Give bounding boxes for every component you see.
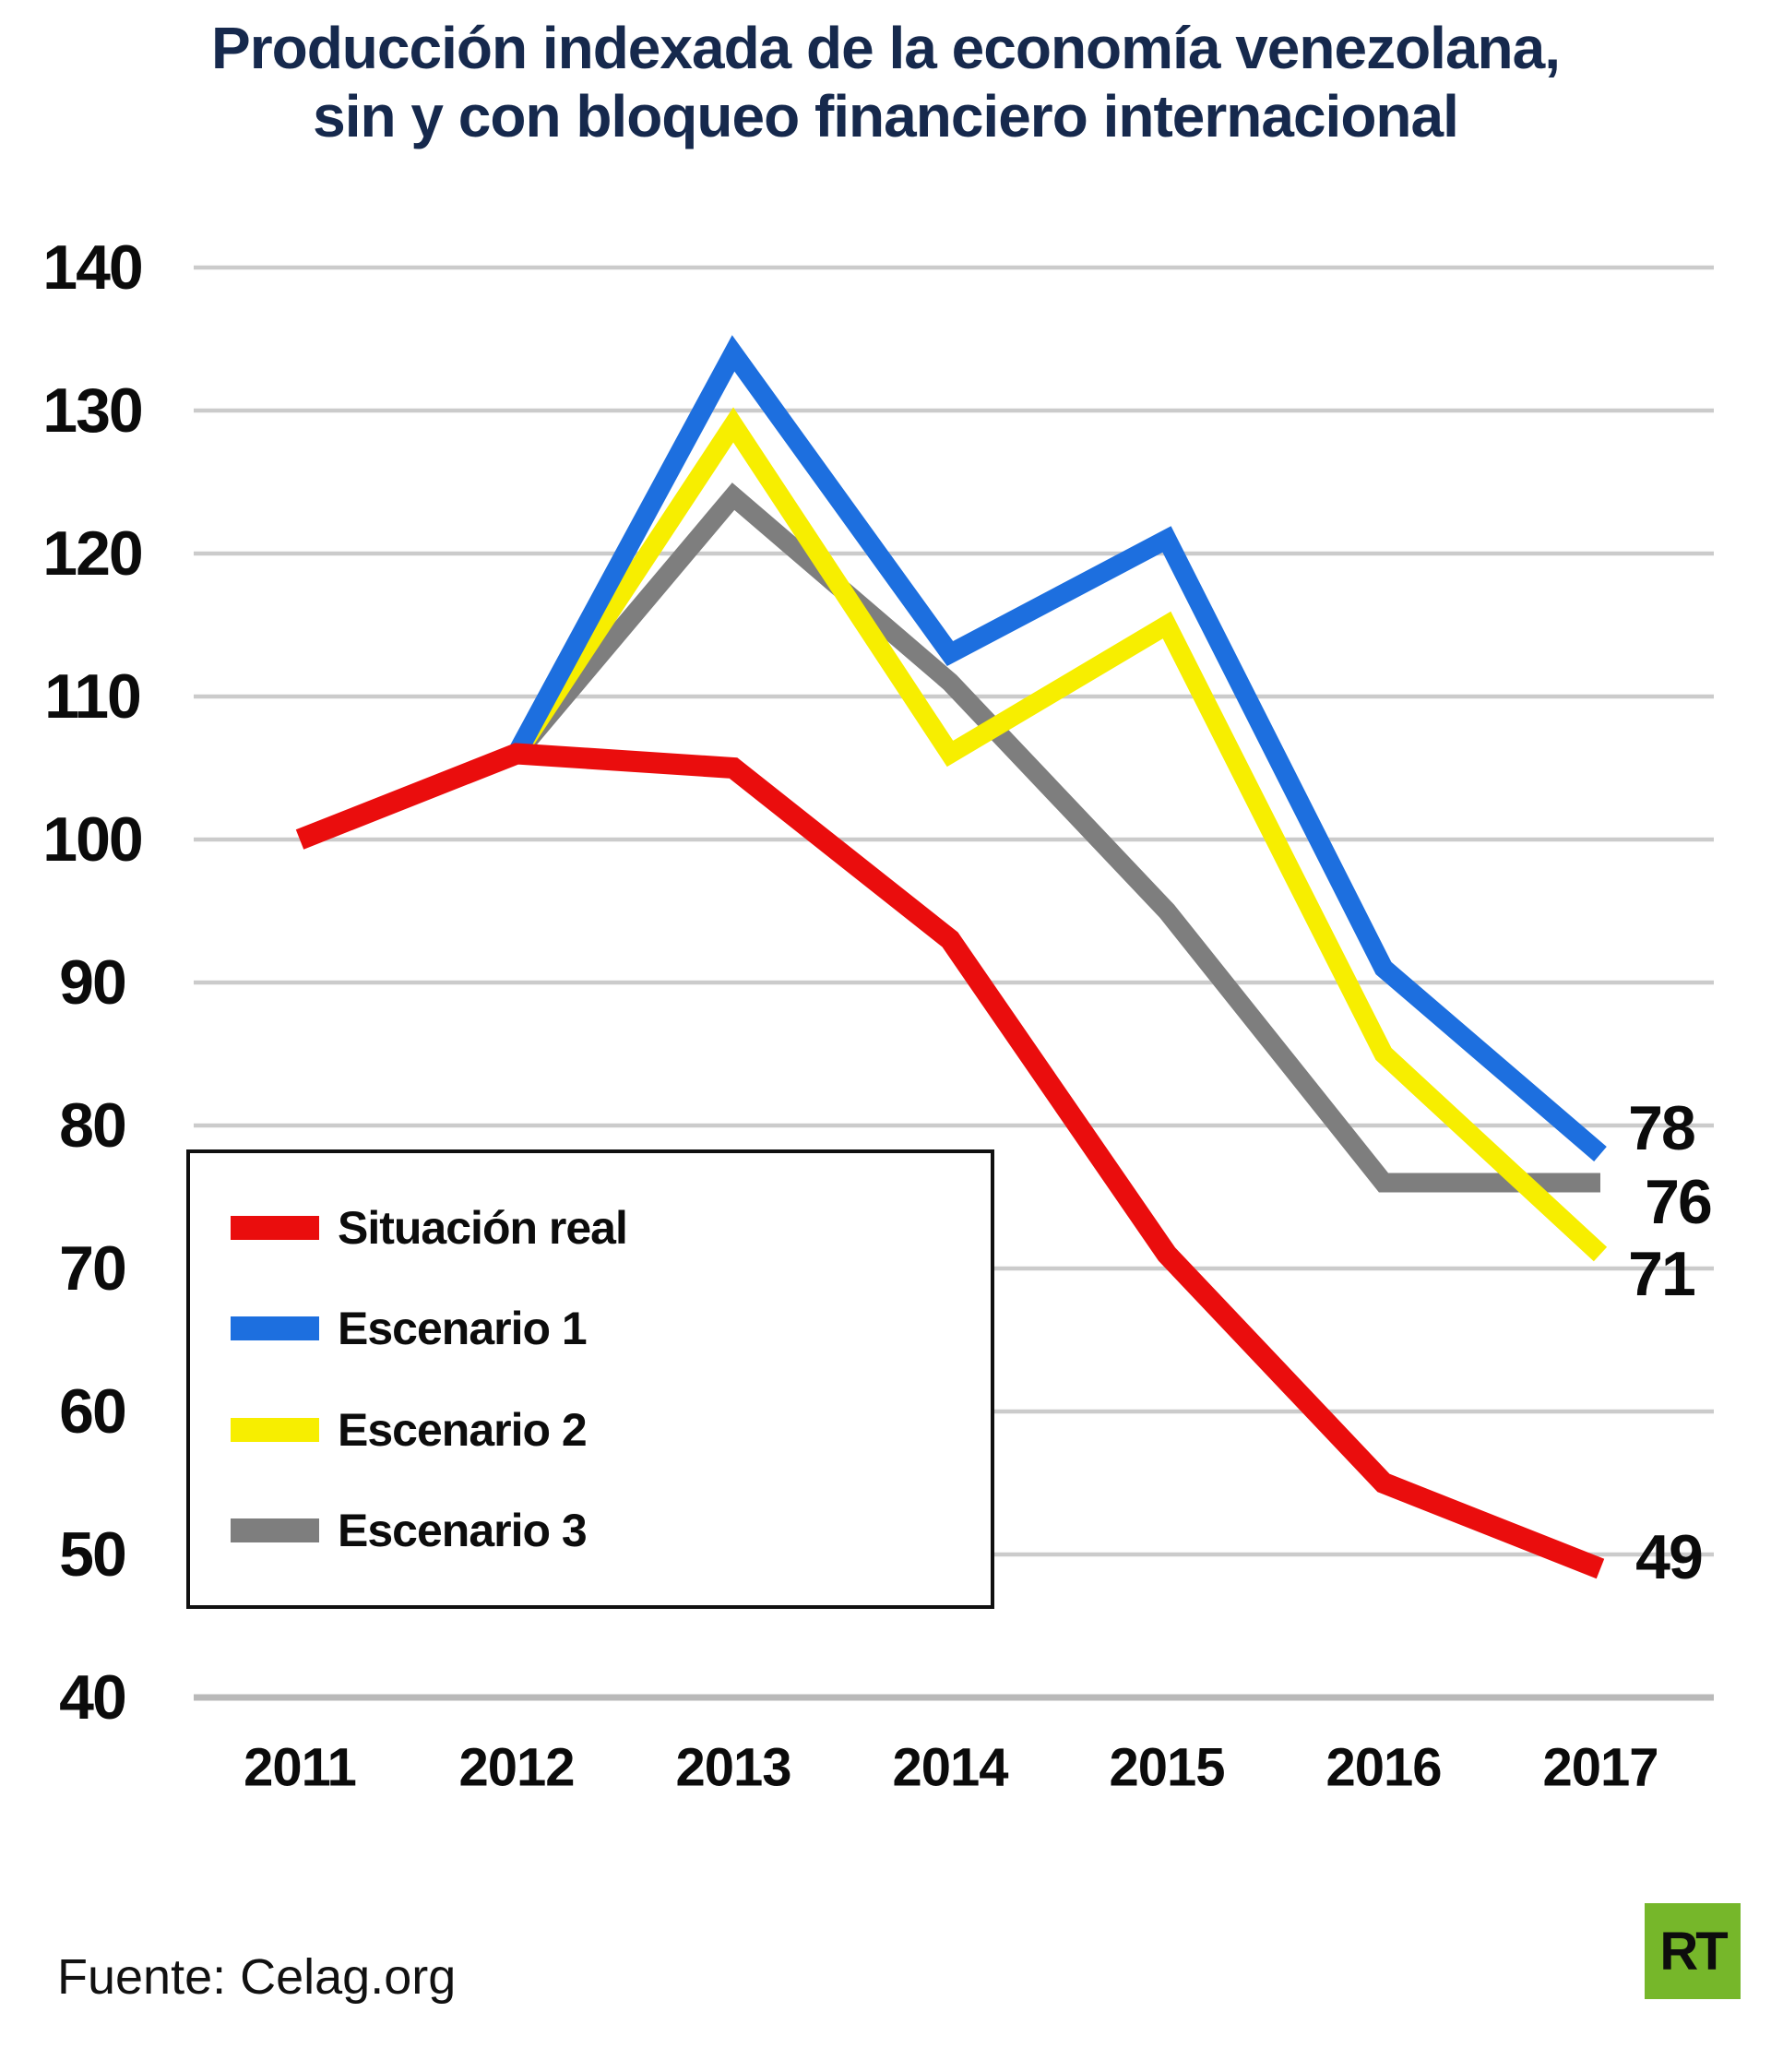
series-line-escenario-3 (508, 482, 1600, 1193)
rt-logo: RT (1645, 1903, 1741, 1999)
legend-item-escenario-2: Escenario 2 (231, 1403, 981, 1457)
y-tick-label-50: 50 (59, 1519, 127, 1590)
x-tick-label-2012: 2012 (458, 1737, 575, 1798)
legend-swatch-escenario-3 (231, 1518, 319, 1543)
x-tick-label-2017: 2017 (1542, 1737, 1658, 1798)
y-tick-label-120: 120 (42, 518, 143, 589)
series-line-escenario-2 (508, 407, 1608, 1262)
series-line-escenario-1 (507, 335, 1607, 1161)
rt-logo-text: RT (1659, 1921, 1728, 1982)
source-note: Fuente: Celag.org (57, 1949, 457, 2005)
end-label-situacion-real: 49 (1635, 1521, 1704, 1592)
y-tick-label-130: 130 (42, 375, 143, 446)
page-title-line1: Producción indexada de la economía venez… (211, 15, 1561, 81)
legend-item-escenario-3: Escenario 3 (231, 1504, 981, 1557)
legend-label-escenario-1: Escenario 1 (338, 1303, 588, 1355)
legend-label-escenario-2: Escenario 2 (338, 1403, 588, 1456)
y-tick-label-70: 70 (59, 1233, 127, 1304)
legend-item-escenario-1: Escenario 1 (231, 1302, 981, 1355)
x-tick-label-2014: 2014 (892, 1737, 1008, 1798)
legend-swatch-escenario-2 (231, 1417, 319, 1442)
y-tick-label-40: 40 (59, 1662, 127, 1733)
x-tick-label-2015: 2015 (1109, 1737, 1225, 1798)
x-tick-label-2011: 2011 (244, 1737, 357, 1798)
x-tick-label-2013: 2013 (675, 1737, 791, 1798)
y-tick-label-60: 60 (59, 1376, 127, 1447)
end-label-escenario-2: 71 (1628, 1238, 1696, 1309)
legend-label-escenario-3: Escenario 3 (338, 1505, 588, 1557)
end-label-escenario-3: 76 (1645, 1167, 1713, 1237)
legend-label-situacion-real: Situación real (338, 1201, 628, 1254)
legend-swatch-situacion-real (231, 1215, 319, 1240)
legend-swatch-escenario-1 (231, 1316, 319, 1341)
series-line-situacion-real (295, 743, 1605, 1579)
x-tick-label-2016: 2016 (1325, 1737, 1442, 1798)
legend-item-situacion-real: Situación real (231, 1201, 981, 1255)
end-label-escenario-1: 78 (1628, 1093, 1696, 1163)
page-title: Producción indexada de la economía venez… (0, 15, 1771, 150)
y-tick-label-90: 90 (59, 947, 127, 1018)
page-title-line2: sin y con bloqueo financiero internacion… (313, 82, 1459, 149)
y-tick-label-110: 110 (44, 661, 142, 732)
y-tick-label-80: 80 (59, 1090, 127, 1161)
y-tick-label-140: 140 (42, 232, 143, 303)
chart-legend: Situación real Escenario 1 Escenario 2 Esce… (186, 1149, 994, 1609)
y-tick-label-100: 100 (42, 804, 143, 875)
